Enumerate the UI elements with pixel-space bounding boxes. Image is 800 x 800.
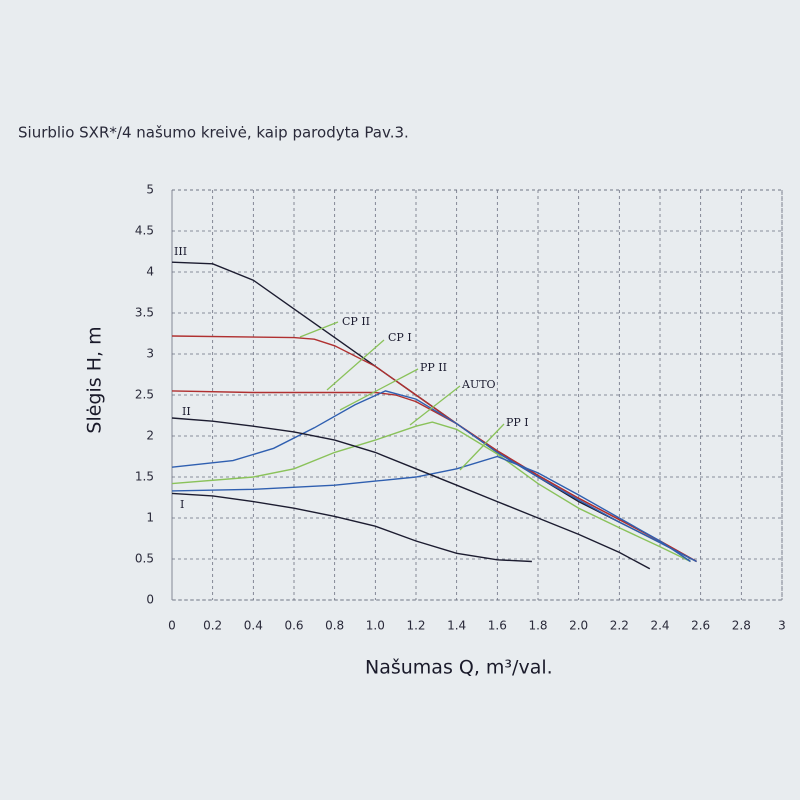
- y-tick-label: 1.5: [135, 470, 154, 484]
- x-tick-label: 2.2: [610, 619, 629, 633]
- x-tick-label: 0.6: [284, 619, 303, 633]
- y-tick-label: 4: [146, 265, 154, 279]
- y-tick-label: 4.5: [135, 224, 154, 238]
- x-tick-label: 1.6: [488, 619, 507, 633]
- leader-line: [409, 385, 461, 426]
- y-tick-label: 0: [146, 593, 154, 607]
- x-tick-label: 0.8: [325, 619, 344, 633]
- x-axis-label: Našumas Q, m³/val.: [365, 657, 553, 679]
- y-tick-label: 3.5: [135, 306, 154, 320]
- leader-line: [339, 368, 419, 411]
- y-tick-label: 2.5: [135, 388, 154, 402]
- x-tick-label: 2.4: [650, 619, 669, 633]
- y-tick-label: 0.5: [135, 552, 154, 566]
- x-tick-label: 0.2: [203, 619, 222, 633]
- curve-label: CP II: [342, 315, 370, 328]
- x-tick-label: 1.4: [447, 619, 466, 633]
- leader-line: [459, 423, 505, 471]
- curve-label: AUTO: [461, 378, 496, 391]
- series-line: [171, 455, 691, 563]
- series-line: [171, 421, 691, 563]
- x-tick-label: 2.6: [691, 619, 710, 633]
- curve-label: I: [180, 498, 184, 511]
- series-line: [171, 390, 697, 563]
- y-tick-label: 3: [146, 347, 154, 361]
- curve-label: III: [174, 245, 187, 258]
- y-tick-label: 1: [146, 511, 154, 525]
- x-tick-label: 1.8: [528, 619, 547, 633]
- leader-line: [326, 339, 385, 391]
- y-axis-label: Slėgis H, m: [84, 326, 106, 433]
- x-tick-label: 2.0: [569, 619, 588, 633]
- leader-line: [299, 321, 339, 338]
- x-tick-label: 1.2: [406, 619, 425, 633]
- series-line: [171, 492, 532, 563]
- curve-label: PP II: [420, 361, 447, 374]
- curve-label: CP I: [388, 331, 412, 344]
- x-tick-label: 0: [168, 619, 176, 633]
- x-tick-label: 1.0: [366, 619, 385, 633]
- chart-title: Siurblio SXR*/4 našumo kreivė, kaip paro…: [18, 124, 409, 142]
- x-tick-label: 0.4: [244, 619, 263, 633]
- series-line: [171, 417, 651, 570]
- y-tick-label: 5: [146, 183, 154, 197]
- y-tick-label: 2: [146, 429, 154, 443]
- x-tick-label: 2.8: [732, 619, 751, 633]
- curve-label: II: [182, 405, 191, 418]
- x-tick-label: 3: [778, 619, 786, 633]
- curve-label: PP I: [506, 416, 529, 429]
